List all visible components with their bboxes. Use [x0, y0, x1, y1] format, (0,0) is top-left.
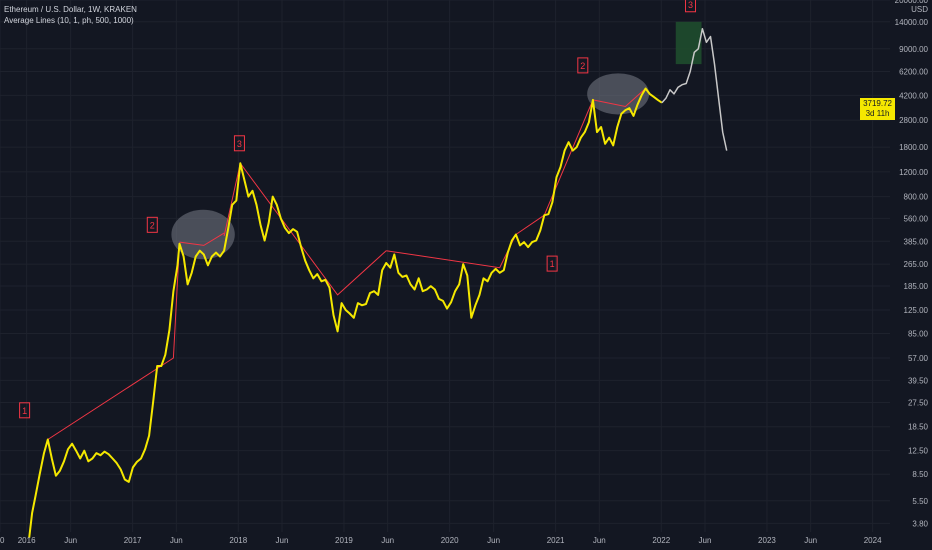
x-tick-label: 2017: [124, 536, 142, 545]
wave-label: 2: [150, 220, 155, 230]
y-tick-label: 265.00: [904, 260, 929, 269]
x-tick-label: Jun: [381, 536, 394, 545]
projection-line: [661, 27, 728, 151]
wave-label-box: [546, 255, 558, 272]
y-tick-label: 2800.00: [899, 116, 928, 125]
eth-price-line: [28, 87, 663, 538]
series-lines: [28, 27, 728, 538]
wave-trend-line: [47, 243, 180, 440]
last-price: 3719.72: [863, 99, 892, 108]
x-tick-label: 2024: [864, 536, 882, 545]
y-tick-label: 125.00: [904, 306, 929, 315]
x-tick-label: Jun: [276, 536, 289, 545]
bar-countdown: 3d 11h: [865, 109, 890, 118]
annotations: [47, 21, 702, 440]
wave-trend-line: [179, 232, 225, 246]
chart-legend: Ethereum / U.S. Dollar, 1W, KRAKEN Avera…: [4, 4, 137, 26]
y-tick-label: 3.80: [912, 519, 928, 528]
y-tick-label: 5.50: [912, 497, 928, 506]
y-tick-label: 12.50: [908, 447, 929, 456]
wave-label-box: [233, 135, 245, 152]
x-tick-label: 2018: [229, 536, 247, 545]
wave-label-box: [685, 0, 697, 13]
x-tick-label: Jun: [64, 536, 77, 545]
indicator-title[interactable]: Average Lines (10, 1, ph, 500, 1000): [4, 16, 134, 25]
y-tick-label: 27.50: [908, 398, 929, 407]
x-tick-label: Jun: [593, 536, 606, 545]
wave-trend-line: [592, 88, 646, 108]
y-tick-label: 39.50: [908, 376, 929, 385]
wave-label-box: [19, 402, 31, 419]
y-tick-label: 18.50: [908, 423, 929, 432]
x-tick-label: 2022: [652, 536, 670, 545]
wave-label-box: [146, 216, 158, 233]
y-tick-label: 1800.00: [899, 143, 928, 152]
symbol-title[interactable]: Ethereum / U.S. Dollar, 1W, KRAKEN: [4, 5, 137, 14]
consolidation-ellipse: [587, 73, 650, 115]
wave-trend-line: [223, 163, 241, 237]
y-tick-label: 385.00: [904, 237, 929, 246]
y-tick-label: 185.00: [904, 282, 929, 291]
x-tick-label: 2019: [335, 536, 353, 545]
y-axis-unit: USD: [911, 5, 928, 14]
price-axis[interactable]: 20000.00 14000.00 9000.00 6200.00 4200.00 280…: [895, 0, 929, 528]
y-tick-label: 57.00: [908, 354, 929, 363]
x-tick-label: 2020: [441, 536, 459, 545]
wave-label: 2: [580, 61, 585, 71]
y-tick-label: 85.00: [908, 330, 929, 339]
target-zone-box: [675, 21, 702, 65]
y-tick-label: 4200.00: [899, 91, 928, 100]
x-tick-label: Jun: [699, 536, 712, 545]
y-tick-label: 8.50: [912, 470, 928, 479]
x-tick-label: Jun: [487, 536, 500, 545]
wave-trend-line: [239, 163, 387, 296]
y-tick-label: 9000.00: [899, 45, 928, 54]
y-tick-label: 560.00: [904, 214, 929, 223]
consolidation-ellipse: [171, 209, 235, 260]
wave-label-box: [577, 57, 589, 74]
x-tick-label: 2021: [547, 536, 565, 545]
wave-label: 3: [688, 0, 693, 10]
y-tick-label: 20000.00: [895, 0, 929, 5]
x-tick-label: 2023: [758, 536, 776, 545]
time-axis[interactable]: 10 2016 Jun 2017 Jun 2018 Jun 2019 Jun 2020 Jun 202…: [0, 536, 882, 545]
wave-label: 3: [237, 139, 242, 149]
wave-labels: 1 2 3 1 2 3: [19, 0, 697, 419]
y-tick-label: 6200.00: [899, 68, 928, 77]
y-tick-label: 14000.00: [895, 18, 929, 27]
y-tick-label: 800.00: [904, 193, 929, 202]
x-tick-label: Jun: [170, 536, 183, 545]
x-tick-label: Jun: [804, 536, 817, 545]
wave-label: 1: [22, 406, 27, 416]
last-price-tag: 3719.72 3d 11h: [860, 98, 895, 120]
y-tick-label: 1200.00: [899, 168, 928, 177]
wave-label: 1: [550, 259, 555, 269]
x-tick-label: 2016: [18, 536, 36, 545]
x-tick-label: 10: [0, 536, 5, 545]
